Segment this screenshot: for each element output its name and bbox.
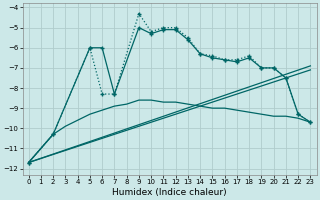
X-axis label: Humidex (Indice chaleur): Humidex (Indice chaleur): [112, 188, 227, 197]
